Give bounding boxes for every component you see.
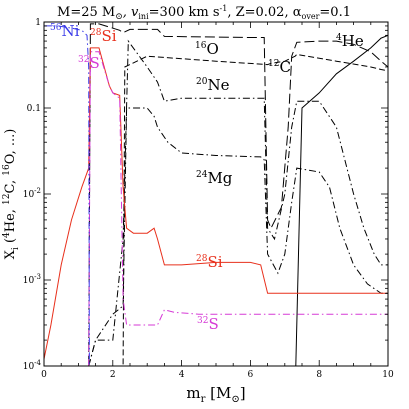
title-lead: M=25 M xyxy=(57,5,115,20)
x-tick-label: 8 xyxy=(316,370,322,380)
series-line-he-4 xyxy=(44,34,388,366)
ticks-layer xyxy=(43,21,389,367)
series-layer xyxy=(44,23,388,366)
series-line-c-12 xyxy=(88,53,388,366)
series-line-ne-20 xyxy=(88,39,388,366)
xlabel-unit: [M xyxy=(205,384,231,402)
xlabel-close: ] xyxy=(240,384,246,402)
x-tick-label: 2 xyxy=(110,370,116,380)
title-over-value: =0.1 xyxy=(319,5,351,20)
ylabel-o: O, ...) xyxy=(3,129,18,165)
y-tick-label: 10-2 xyxy=(23,187,41,200)
tick-labels: 0 2 4 6 8 10 10-4 10-3 10-2 0.1 1 xyxy=(23,18,394,380)
ylabel-x: X xyxy=(3,249,18,259)
title-velocity: =300 km s xyxy=(149,5,220,20)
series-label-si-28: 28Si xyxy=(90,27,117,45)
x-tick-label: 6 xyxy=(248,370,254,380)
series-line-ni-56 xyxy=(44,25,90,366)
title-over: over xyxy=(302,12,320,21)
x-axis-label: mr [M⊙] xyxy=(186,384,245,405)
x-tick-label: 10 xyxy=(382,370,394,380)
series-line-s-32 xyxy=(88,51,388,366)
chart-title: M=25 M⊙, vini=300 km s-1, Z=0.02, αover=… xyxy=(57,4,351,22)
x-tick-label: 0 xyxy=(41,370,47,380)
y-axis-label: Xi (4He, 12C, 16O, ...) xyxy=(2,129,21,260)
series-label-ne-20: 20Ne xyxy=(196,76,230,94)
y-tick-label: 10-3 xyxy=(23,273,41,286)
annotation-layer: 56Ni 28Si 32S 16O 12C 4He 20Ne 24Mg 28Si 32S xyxy=(50,22,364,333)
title-sun-symbol: ⊙ xyxy=(115,12,123,22)
ylabel-i: i xyxy=(11,247,21,250)
title-v: , v xyxy=(123,5,139,20)
series-label-mg-24: 24Mg xyxy=(196,169,233,187)
ylabel-he: He, xyxy=(3,205,18,232)
series-label-s-32: 32S xyxy=(197,315,219,333)
title-ini: ini xyxy=(138,12,149,21)
x-tick-label: 4 xyxy=(179,370,185,380)
ylabel-c-mass: 12 xyxy=(2,193,12,204)
ylabel-o-mass: 16 xyxy=(2,164,12,176)
y-tick-label: 1 xyxy=(35,18,41,28)
ylabel-open: ( xyxy=(3,238,18,247)
series-line-o-16 xyxy=(88,23,388,366)
xlabel-r: r xyxy=(201,394,206,405)
y-tick-label: 10-4 xyxy=(23,359,42,372)
ylabel-he-mass: 4 xyxy=(2,232,12,238)
xlabel-sun: ⊙ xyxy=(231,394,239,405)
series-label-ni-56: 56Ni xyxy=(50,22,80,40)
series-label-si-28: 28Si xyxy=(196,253,223,271)
title-z: , Z=0.02, α xyxy=(227,5,301,20)
series-label-s-32: 32S xyxy=(78,54,100,72)
ylabel-c: C, xyxy=(3,176,18,194)
series-label-he-4: 4He xyxy=(336,32,364,50)
series-label-o-16: 16O xyxy=(195,40,219,58)
xlabel-m: m xyxy=(186,384,200,402)
title-exponent: -1 xyxy=(220,4,228,13)
series-line-mg-24 xyxy=(88,107,388,366)
series-line-si-28 xyxy=(44,47,388,360)
series-label-c-12: 12C xyxy=(268,58,291,76)
y-tick-label: 0.1 xyxy=(27,104,41,114)
